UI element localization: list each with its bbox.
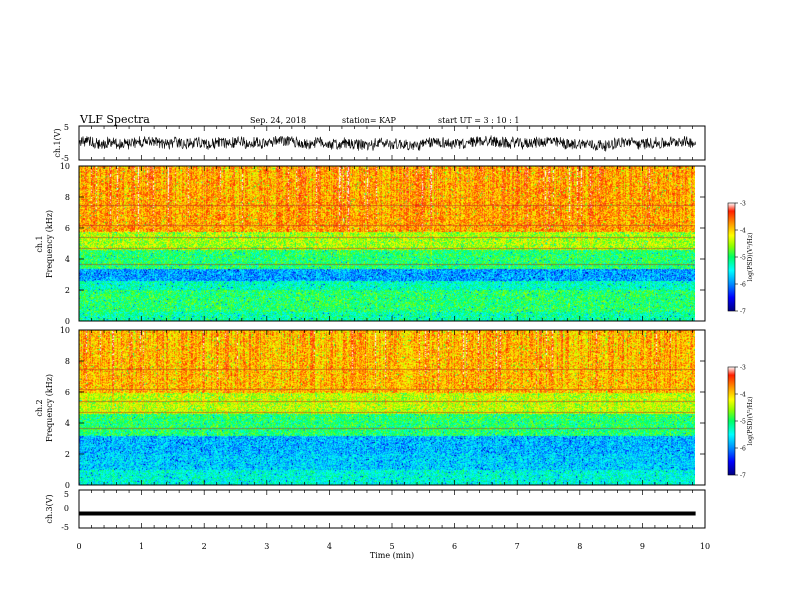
time-axis-tick-label: 9 — [640, 542, 645, 551]
ch1-colorbar-tick-label: -3 — [740, 201, 746, 208]
ch3-waveform-ytick-bottom: -5 — [61, 523, 69, 532]
ch2-colorbar-gradient — [728, 367, 735, 475]
ch1-spectrogram-ytick-label: 0 — [65, 317, 70, 326]
ch2-spectrogram-image — [79, 330, 695, 485]
ch1-spectrogram-ytick-label: 8 — [65, 193, 70, 202]
ch2-spectrogram-panel: ch.2 Frequency (kHz) 0 2 4 6 8 10 — [35, 326, 706, 490]
time-axis-tick-label: 2 — [202, 542, 207, 551]
ch3-waveform-frame — [78, 489, 706, 529]
ch2-colorbar-tick-label: -6 — [740, 446, 746, 453]
ch1-spectrogram-ytick-label: 4 — [65, 255, 70, 264]
ch1-colorbar-ticks: -3 -4 -5 -6 -7 — [735, 201, 746, 316]
ch3-waveform-ytick-top: 5 — [64, 490, 69, 499]
ch1-waveform-trace — [78, 135, 696, 152]
ch1-waveform-ytick-bottom: -5 — [61, 154, 69, 163]
ch2-spectrogram-ylabel-channel: ch.2 — [35, 399, 44, 416]
ch2-spectrogram-ytick-label: 0 — [65, 481, 70, 490]
figure-title: VLF Spectra — [79, 113, 150, 126]
ch1-waveform-ytick-top: 5 — [64, 123, 69, 132]
ch1-spectrogram-ytick-label: 10 — [60, 162, 70, 171]
ch1-spectrogram-image — [79, 166, 695, 321]
ch1-colorbar-tick-label: -6 — [740, 282, 746, 289]
ch2-colorbar-tick-label: -4 — [740, 392, 746, 399]
ch1-spectrogram-panel: ch.1 Frequency (kHz) 0 2 4 6 8 10 — [35, 162, 706, 326]
ch2-spectrogram-ytick-label: 6 — [65, 388, 70, 397]
ch2-colorbar-label: log(PSD)(V²/Hz) — [747, 397, 754, 446]
time-axis-tick-label: 7 — [515, 542, 520, 551]
ch1-spectrogram-ytick-label: 6 — [65, 224, 70, 233]
ch3-waveform-panel: ch.3(V) 5 0 -5 — [45, 489, 706, 532]
ch2-spectrogram-ytick-label: 8 — [65, 357, 70, 366]
time-axis-tick-label: 4 — [327, 542, 332, 551]
time-axis-tick-label: 1 — [139, 542, 144, 551]
ch2-colorbar-ticks: -3 -4 -5 -6 -7 — [735, 365, 746, 480]
ch2-spectrogram-ytick-label: 4 — [65, 419, 70, 428]
ch1-colorbar-gradient — [728, 203, 735, 311]
ch1-colorbar: -3 -4 -5 -6 -7 log(PSD)(V²/Hz) — [727, 201, 754, 316]
ch2-spectrogram-ylabel-frequency: Frequency (kHz) — [45, 374, 54, 442]
ch2-spectrogram-ytick-label: 2 — [65, 450, 70, 459]
time-axis-tick-label: 0 — [76, 542, 81, 551]
time-axis-tick-label: 8 — [577, 542, 582, 551]
ch1-spectrogram-ylabel-frequency: Frequency (kHz) — [45, 210, 54, 278]
time-axis-tick-label: 10 — [700, 542, 710, 551]
ch2-spectrogram-yticks: 0 2 4 6 8 10 — [60, 326, 705, 490]
ch1-spectrogram-ytick-label: 2 — [65, 286, 70, 295]
figure-start-time: start UT = 3 : 10 : 1 — [438, 116, 519, 125]
ch2-colorbar-tick-label: -7 — [740, 473, 746, 480]
ch3-waveform-ytick-mid: 0 — [64, 504, 69, 513]
ch2-spectrogram-ytick-label: 10 — [60, 326, 70, 335]
ch1-colorbar-label: log(PSD)(V²/Hz) — [747, 233, 754, 282]
ch3-waveform-ylabel: ch.3(V) — [45, 494, 54, 523]
time-axis-tick-label: 3 — [264, 542, 269, 551]
ch1-waveform-panel: ch.1(V) 5 -5 — [53, 123, 706, 163]
time-axis: 0 1 2 3 4 5 6 7 8 9 10 — [76, 126, 710, 551]
ch2-colorbar-tick-label: -3 — [740, 365, 746, 372]
ch1-colorbar-tick-label: -7 — [740, 309, 746, 316]
ch1-colorbar-tick-label: -5 — [740, 255, 746, 262]
ch2-colorbar: -3 -4 -5 -6 -7 log(PSD)(V²/Hz) — [727, 365, 754, 480]
figure-station: station= KAP — [342, 116, 397, 125]
ch1-spectrogram-ylabel-channel: ch.1 — [35, 235, 44, 252]
ch2-colorbar-tick-label: -5 — [740, 419, 746, 426]
ch1-waveform-ylabel: ch.1(V) — [53, 128, 62, 157]
figure-date: Sep. 24, 2018 — [250, 116, 306, 125]
time-axis-tick-label: 5 — [389, 542, 394, 551]
ch1-colorbar-tick-label: -4 — [740, 228, 746, 235]
time-axis-label: Time (min) — [370, 551, 414, 560]
time-axis-tick-label: 6 — [452, 542, 457, 551]
ch1-spectrogram-yticks: 0 2 4 6 8 10 — [60, 162, 705, 326]
ch1-waveform-trace-group — [78, 135, 696, 152]
